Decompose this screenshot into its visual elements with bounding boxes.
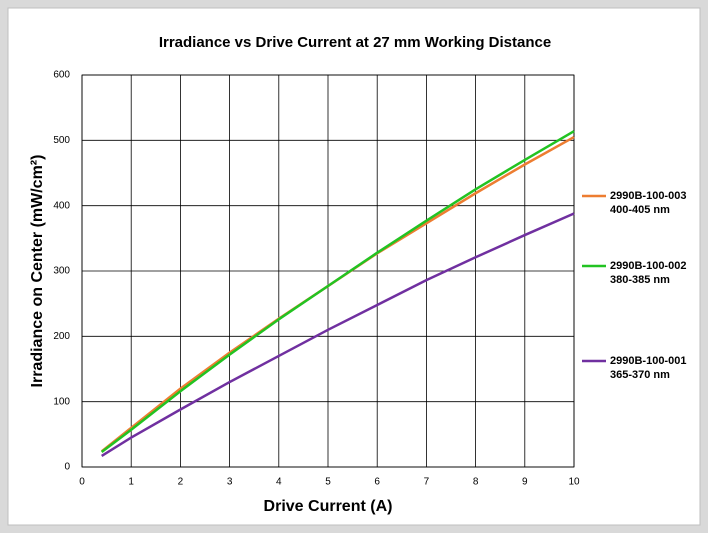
y-tick-label: 100 xyxy=(53,396,70,407)
series-line xyxy=(100,130,575,453)
y-tick-label: 300 xyxy=(53,266,70,277)
y-tick-label: 200 xyxy=(53,331,70,342)
legend-entry: 2990B-100-001 365-370 nm xyxy=(610,355,687,381)
y-axis-label: Irradiance on Center (mW/cm²) xyxy=(29,155,46,388)
y-tick-label: 500 xyxy=(53,135,70,146)
legend-entry: 2990B-100-002 380-385 nm xyxy=(610,260,687,286)
x-tick-label: 1 xyxy=(128,477,134,488)
x-tick-label: 3 xyxy=(227,477,233,488)
y-tick-label: 400 xyxy=(53,200,70,211)
x-tick-label: 9 xyxy=(522,477,528,488)
y-tick-label: 0 xyxy=(64,462,70,473)
x-tick-label: 8 xyxy=(473,477,479,488)
legend-entry: 2990B-100-003 400-405 nm xyxy=(610,190,687,216)
chart-title: Irradiance vs Drive Current at 27 mm Wor… xyxy=(159,34,551,51)
y-tick-label: 600 xyxy=(53,70,70,81)
x-tick-label: 4 xyxy=(276,477,282,488)
series-line xyxy=(101,212,575,457)
x-tick-label: 2 xyxy=(178,477,184,488)
x-tick-label: 10 xyxy=(568,477,580,488)
x-tick-label: 7 xyxy=(424,477,430,488)
x-tick-label: 6 xyxy=(374,477,380,488)
x-tick-label: 5 xyxy=(325,477,331,488)
x-tick-label: 0 xyxy=(79,477,85,488)
x-axis-label: Drive Current (A) xyxy=(264,498,393,515)
